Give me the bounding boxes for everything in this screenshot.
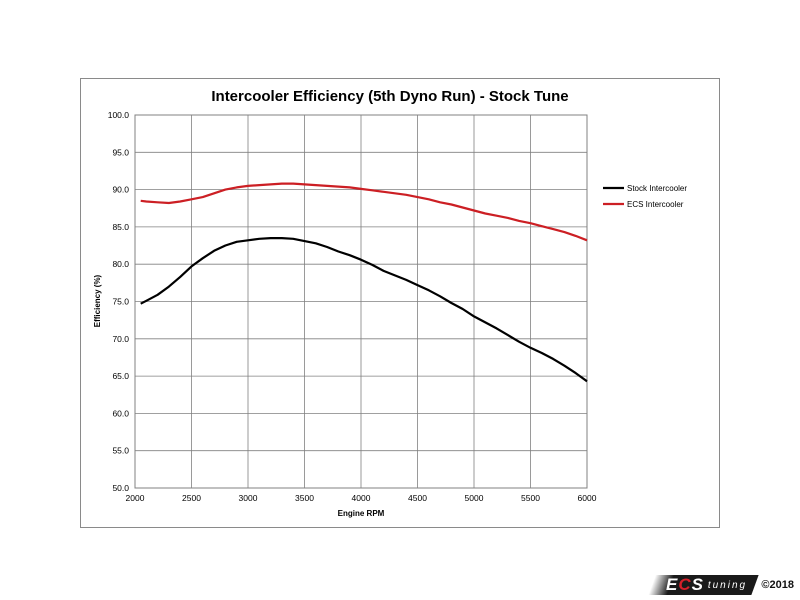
tuning-logo-text: tuning xyxy=(708,579,748,591)
x-tick-label: 4000 xyxy=(352,493,371,503)
x-tick-label: 2500 xyxy=(182,493,201,503)
gridlines xyxy=(134,114,588,489)
chart-frame xyxy=(80,78,720,528)
y-tick-label: 100.0 xyxy=(108,110,130,120)
plot-area-border xyxy=(134,114,588,489)
ecs-logo-text: ECS xyxy=(666,575,704,595)
ecs-logo: ECS tuning xyxy=(648,575,760,595)
series-line-stock-intercooler xyxy=(140,237,588,383)
x-tick-label: 2000 xyxy=(126,493,145,503)
copyright-text: ©2018 xyxy=(761,579,794,591)
y-tick-label: 65.0 xyxy=(112,371,129,381)
y-tick-label: 50.0 xyxy=(112,483,129,493)
y-tick-label: 60.0 xyxy=(112,408,129,418)
y-tick-label: 80.0 xyxy=(112,259,129,269)
ecs-tuning-watermark: ECS tuning ©2018 xyxy=(648,574,794,596)
x-tick-label: 5500 xyxy=(521,493,540,503)
ecs-logo-letter: C xyxy=(678,575,692,594)
x-tick-labels: 2000 2500 3000 3500 4000 4500 5000 5500 6000 xyxy=(126,493,597,503)
y-axis-label: Efficiency (%) xyxy=(93,274,102,327)
y-tick-label: 90.0 xyxy=(112,185,129,195)
y-tick-label: 55.0 xyxy=(112,446,129,456)
x-axis-label: Engine RPM xyxy=(338,509,385,518)
x-tick-label: 5000 xyxy=(465,493,484,503)
y-tick-label: 75.0 xyxy=(112,297,129,307)
x-tick-label: 6000 xyxy=(578,493,597,503)
legend-label-stock-intercooler: Stock Intercooler xyxy=(627,184,687,193)
x-tick-label: 4500 xyxy=(408,493,427,503)
y-tick-label: 70.0 xyxy=(112,334,129,344)
ecs-logo-letter: E xyxy=(666,575,679,594)
legend-label-ecs-intercooler: ECS Intercooler xyxy=(627,200,684,209)
y-tick-label: 85.0 xyxy=(112,222,129,232)
y-tick-labels: 50.0 55.0 60.0 65.0 70.0 75.0 80.0 85.0 90.0 95.0… xyxy=(108,110,130,493)
legend: Stock Intercooler ECS Intercooler xyxy=(603,184,687,209)
ecs-logo-letter: S xyxy=(691,575,705,594)
y-tick-label: 95.0 xyxy=(112,147,129,157)
x-tick-label: 3000 xyxy=(239,493,258,503)
chart-title: Intercooler Efficiency (5th Dyno Run) - … xyxy=(211,88,568,105)
x-tick-label: 3500 xyxy=(295,493,314,503)
series-lines xyxy=(140,182,588,383)
series-line-ecs-intercooler xyxy=(140,182,588,242)
